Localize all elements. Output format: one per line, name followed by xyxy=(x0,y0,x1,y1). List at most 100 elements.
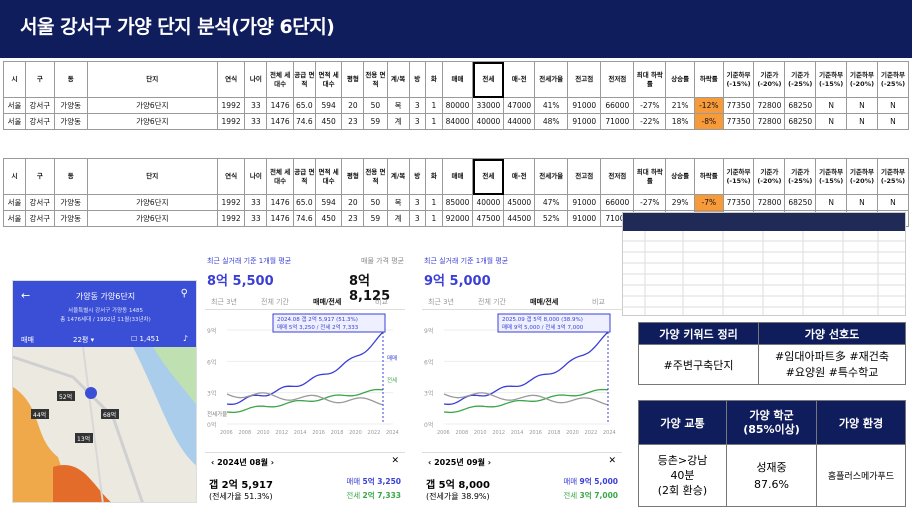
x-tick-label: 2014 xyxy=(511,430,524,436)
column-header: 기준하부 (-25%) xyxy=(876,158,910,195)
tooltip-box xyxy=(272,313,386,333)
table-cell: 강서구 xyxy=(25,210,55,227)
column-header: 연식 xyxy=(216,61,246,98)
y-tick-label: 9억 xyxy=(424,327,433,335)
table-cell: 48% xyxy=(534,113,569,130)
table-cell: 가양동 xyxy=(53,210,88,227)
y-tick-label: 3억 xyxy=(207,390,216,398)
table-cell: 74.6 xyxy=(292,113,316,130)
table-cell: 92000 xyxy=(441,210,474,227)
table-cell: 66000 xyxy=(600,97,635,114)
table-cell: 1992 xyxy=(216,97,246,114)
table-cell: 1476 xyxy=(266,210,294,227)
tooltip-line-1: 2024.08 갭 2억 5,917 (51.3%) xyxy=(277,315,358,323)
table-cell: 594 xyxy=(314,97,343,114)
map-marker[interactable]: 52억 xyxy=(57,391,75,401)
table-cell: 44000 xyxy=(503,113,536,130)
close-icon[interactable]: ✕ xyxy=(608,456,616,466)
x-tick-label: 2010 xyxy=(257,430,270,436)
chart2-foot-date[interactable]: ‹ 2025년 09월 › xyxy=(428,458,492,467)
close-icon[interactable]: ✕ xyxy=(391,456,399,466)
chart1-foot-date[interactable]: ‹ 2024년 08월 › xyxy=(211,458,275,467)
tab-sale-jeonse[interactable]: 매매/전세 xyxy=(530,298,559,306)
table-cell: 91000 xyxy=(567,194,602,211)
column-header: 공급 면적 xyxy=(292,61,316,98)
map-marker[interactable]: 13억 xyxy=(75,433,93,443)
complex-name: 가양동 가양6단지 xyxy=(75,292,136,301)
environment-header: 가양 환경 xyxy=(816,400,906,445)
table-cell: 40000 xyxy=(472,194,505,211)
transport-header: 가양 교통 xyxy=(638,400,727,445)
table-cell: 72800 xyxy=(753,113,786,130)
back-arrow-icon[interactable]: ← xyxy=(21,289,31,302)
table-cell: 1 xyxy=(425,113,443,130)
table-cell: -27% xyxy=(633,97,667,114)
column-header: 전세가율 xyxy=(534,158,569,195)
price-chart-2024: 최근 실거래 기준 1개월 평균 8억 5,500 매물 가격 평균 8억 8,… xyxy=(205,256,405,506)
school-table-rows xyxy=(623,231,905,315)
table-cell: -12% xyxy=(693,97,724,114)
table-cell: -22% xyxy=(633,113,667,130)
sale-series-line xyxy=(443,331,609,405)
title-bar: 서울 강서구 가양 단지 분석(가양 6단지) xyxy=(0,0,912,58)
chart2-plot: 9억 6억 3억 0억 2006 2008 2010 2012 2014 2016 2018 2020… xyxy=(424,313,616,436)
x-tick-label: 2010 xyxy=(474,430,487,436)
price-chart-2025: 최근 실거래 기준 1개월 평균 9억 5,000 최근 3년 전체 기간 매매… xyxy=(422,256,622,506)
table-cell: 33 xyxy=(244,97,268,114)
table-cell: N xyxy=(815,113,848,130)
table-cell: N xyxy=(846,113,878,130)
tab-recent-3y[interactable]: 최근 3년 xyxy=(211,298,237,306)
size-select[interactable]: 22평 ▾ xyxy=(73,336,95,344)
column-header: 시 xyxy=(2,158,27,195)
complex-summary: 총 1476세대 / 1992년 11월(33년차) xyxy=(60,317,151,323)
table-cell: 71000 xyxy=(600,113,635,130)
chart2-price: 9억 5,000 xyxy=(424,274,491,289)
svg-text:68억: 68억 xyxy=(103,411,116,419)
map-view[interactable]: 52억 44억 13억 68억 xyxy=(13,347,197,503)
school-value: 성재중 87.6% xyxy=(726,444,817,507)
table-row: 서울 강서구 가양동 가양6단지 1992 33 1476 74.6 450 23 59 계 3 1 840… xyxy=(2,113,910,130)
table-cell: 59 xyxy=(363,210,388,227)
table-cell: 1476 xyxy=(266,97,294,114)
ratio-series-line xyxy=(443,392,609,406)
table-cell: 68250 xyxy=(784,97,817,114)
comment-count[interactable]: ☐ 1,451 xyxy=(131,335,160,343)
table-cell: 가양동 xyxy=(53,194,88,211)
table-cell: 68250 xyxy=(784,113,817,130)
tab-all-period[interactable]: 전체 기간 xyxy=(478,298,506,306)
table-cell: 1992 xyxy=(216,194,246,211)
x-tick-label: 2016 xyxy=(529,430,542,436)
tab-all-period[interactable]: 전체 기간 xyxy=(261,298,289,306)
column-header: 전체 세대수 xyxy=(266,61,294,98)
table-cell: -7% xyxy=(693,194,724,211)
column-header: 기준가 (-25%) xyxy=(784,61,817,98)
y-tick-label: 6억 xyxy=(424,358,433,366)
tab-recent-3y[interactable]: 최근 3년 xyxy=(428,298,454,306)
column-header: 단지 xyxy=(86,61,218,98)
table-cell: 3 xyxy=(408,97,427,114)
table-cell: 1992 xyxy=(216,113,246,130)
map-marker[interactable]: 44억 xyxy=(31,409,49,419)
table-cell: 65.0 xyxy=(292,194,316,211)
tab-sale-jeonse[interactable]: 매매/전세 xyxy=(313,298,342,306)
column-header: 동 xyxy=(53,61,88,98)
table-cell: N xyxy=(846,97,878,114)
tab-compare[interactable]: 비교 xyxy=(375,298,388,306)
tab-compare[interactable]: 비교 xyxy=(592,298,605,306)
chart1-price: 8억 5,500 xyxy=(207,274,274,289)
location-pin-icon[interactable]: ⚲ xyxy=(180,288,188,299)
map-marker[interactable]: 68억 xyxy=(101,409,119,419)
svg-text:44억: 44억 xyxy=(33,411,46,419)
keywords-table: 가양 키워드 정리 가양 선호도 #주변구축단지 #임대아파트多 #재건축 #요양… xyxy=(638,322,906,385)
table-cell: 47500 xyxy=(472,210,505,227)
table-cell: 85000 xyxy=(441,194,474,211)
bell-icon[interactable]: ♪ xyxy=(182,334,188,343)
selected-marker[interactable] xyxy=(85,387,97,399)
map-app-screenshot: ← 가양동 가양6단지 ⚲ 서울특별시 강서구 가양동 1485 총 1476세… xyxy=(12,280,197,503)
map-app-header: ← 가양동 가양6단지 ⚲ 서울특별시 강서구 가양동 1485 총 1476세… xyxy=(13,281,196,347)
table-cell: 68250 xyxy=(784,194,817,211)
column-header: 화 xyxy=(425,158,443,195)
column-header: 전저점 xyxy=(600,61,635,98)
tab-trade[interactable]: 매매 xyxy=(21,336,34,344)
chart1-foot-ratio: (전세가율 51.3%) xyxy=(209,492,273,501)
